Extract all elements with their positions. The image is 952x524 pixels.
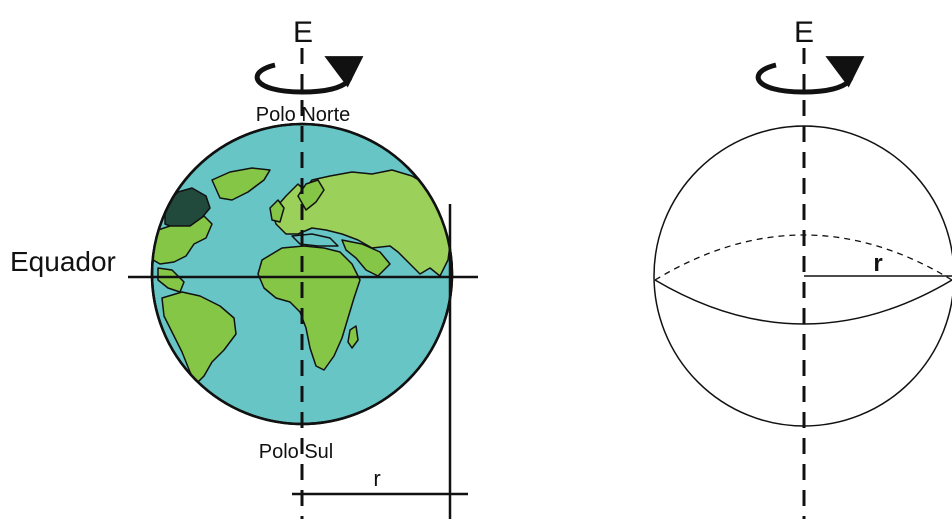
left-rotation-arrow-icon: [254, 56, 364, 95]
left-axis-label: E: [293, 16, 313, 49]
left-radius-label: r: [373, 466, 380, 491]
uk-shape: [269, 199, 285, 223]
earth-figure: E Polo Norte: [10, 16, 478, 519]
madagascar-shape: [347, 325, 359, 349]
earth-globe: [150, 122, 454, 426]
north-america-shape: [152, 215, 213, 265]
south-america-shape: [161, 291, 237, 385]
right-rotation-arrow-icon: [755, 56, 865, 95]
scandinavia-shape: [297, 179, 325, 211]
equator-label: Equador: [10, 246, 116, 277]
right-radius-label: r: [873, 250, 882, 277]
south-pole-label: Polo Sul: [259, 441, 334, 463]
sphere-figure: E r: [653, 16, 952, 519]
right-axis-label: E: [794, 16, 814, 49]
greenland-shape: [211, 167, 271, 201]
